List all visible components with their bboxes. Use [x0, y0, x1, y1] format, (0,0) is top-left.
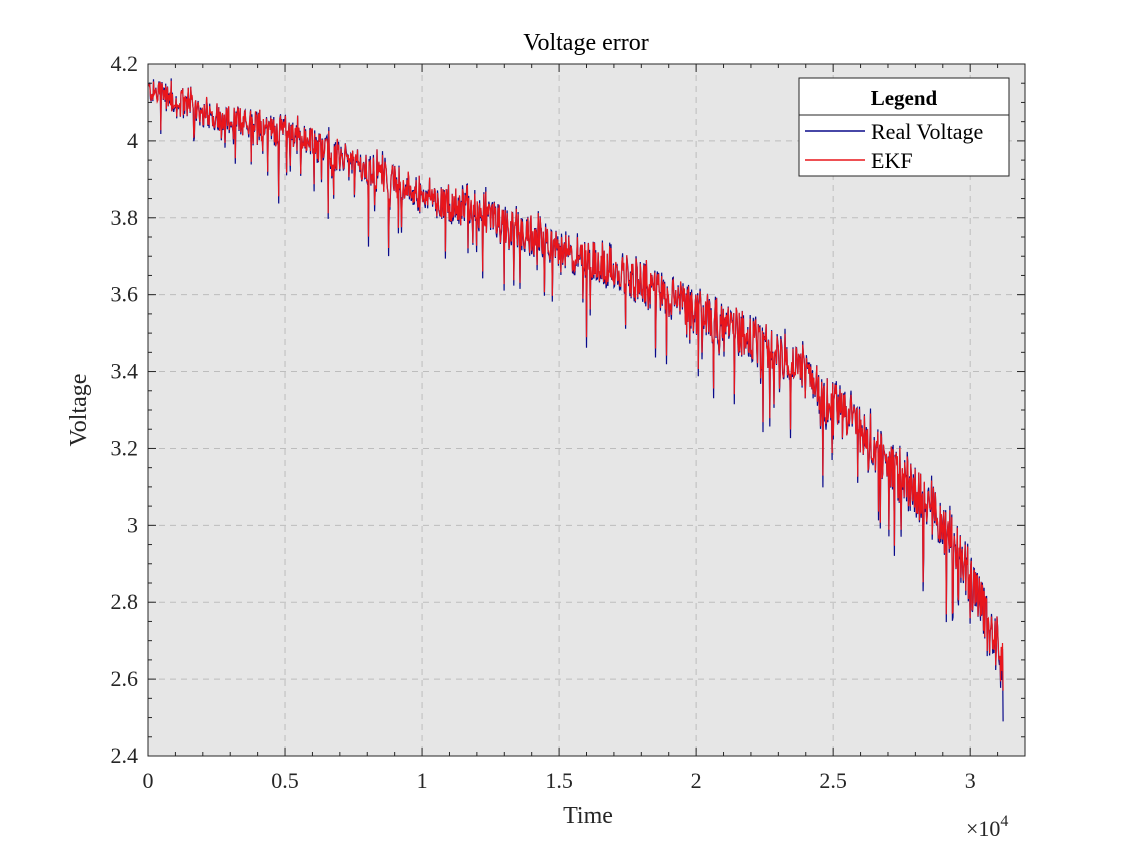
x-exponent-power: 4	[1000, 813, 1008, 830]
tick-labels: 0 0.5 1 1.5 2 2.5 3 2.4 2.6 2.8 3 3.2 3.4 3.6 3.8 4 4.2	[111, 51, 976, 793]
x-tick-label: 3	[965, 768, 976, 793]
x-tick-label: 1.5	[545, 768, 573, 793]
plot-area	[148, 64, 1025, 756]
y-tick-label: 3.8	[111, 205, 139, 230]
series-layer	[147, 78, 1004, 722]
y-tick-label: 3.2	[111, 435, 139, 460]
legend-label-real-voltage: Real Voltage	[871, 119, 983, 144]
x-tick-label: 0.5	[271, 768, 299, 793]
y-tick-label: 2.4	[111, 743, 139, 768]
y-tick-label: 4	[127, 128, 138, 153]
y-tick-label: 2.6	[111, 666, 139, 691]
y-tick-label: 3.4	[111, 359, 139, 384]
y-axis-label: Voltage	[66, 374, 92, 447]
chart-title: Voltage error	[523, 30, 649, 56]
y-tick-label: 3	[127, 512, 138, 537]
legend-label-ekf: EKF	[871, 148, 913, 173]
legend: Legend Real Voltage EKF	[798, 77, 1010, 177]
x-tick-label: 2	[691, 768, 702, 793]
y-tick-label: 4.2	[111, 51, 139, 76]
x-tick-label: 2.5	[819, 768, 847, 793]
y-tick-label: 2.8	[111, 589, 139, 614]
x-tick-label: 0	[143, 768, 154, 793]
series-line-ekf	[147, 80, 1004, 691]
x-axis-label: Time	[563, 803, 613, 829]
y-tick-label: 3.6	[111, 282, 139, 307]
ticks	[147, 63, 1025, 757]
x-exponent-label: ×104	[966, 813, 1008, 841]
x-exponent-base: ×10	[966, 816, 1000, 841]
x-tick-label: 1	[417, 768, 428, 793]
legend-title: Legend	[871, 86, 938, 110]
